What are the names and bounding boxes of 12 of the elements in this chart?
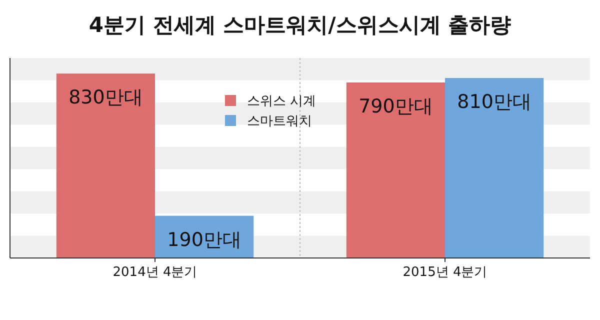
data-label: 810만대 <box>457 91 532 113</box>
bar <box>56 74 155 258</box>
data-label: 790만대 <box>358 95 433 118</box>
data-label: 190만대 <box>167 228 242 251</box>
bar <box>346 82 445 258</box>
x-tick-label: 2014년 4분기 <box>112 265 198 280</box>
chart-title: 4분기 전세계 스마트워치/스위스시계 출하량 <box>88 13 512 37</box>
bar <box>445 78 544 258</box>
x-tick-label: 2015년 4분기 <box>402 265 488 280</box>
legend-label: 스마트워치 <box>247 114 312 129</box>
data-label: 830만대 <box>68 86 143 109</box>
legend-label: 스위스 시계 <box>247 94 316 109</box>
